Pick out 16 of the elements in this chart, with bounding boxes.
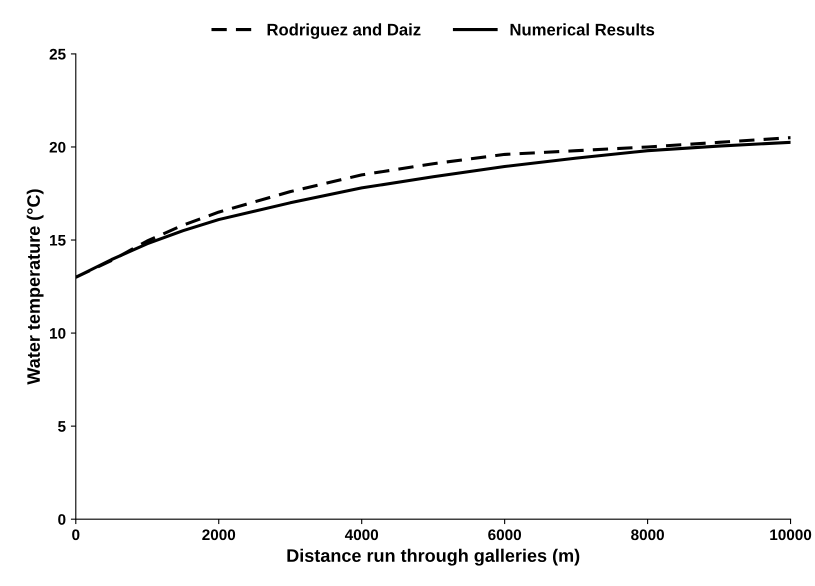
x-tick-label: 8000 <box>631 529 664 540</box>
legend-label: Rodriguez and Daiz <box>268 23 421 39</box>
y-tick-label: 0 <box>58 514 66 525</box>
x-tick-label: 2000 <box>202 529 236 540</box>
y-tick-label: 20 <box>50 142 66 153</box>
x-tick-label: 0 <box>72 529 80 540</box>
y-tick-label: 5 <box>58 421 66 432</box>
y-tick-label: 15 <box>50 235 66 246</box>
y-axis-title: Water temperature (°C) <box>26 189 44 385</box>
x-tick-label: 4000 <box>344 529 378 540</box>
y-tick-label: 25 <box>50 48 66 60</box>
legend-label: Numerical Results <box>510 23 654 36</box>
y-tick-label: 10 <box>50 328 66 339</box>
x-tick-label: 10000 <box>770 529 812 540</box>
x-axis-title: Distance run through galleries (m) <box>287 548 580 566</box>
x-tick-label: 6000 <box>488 529 522 540</box>
